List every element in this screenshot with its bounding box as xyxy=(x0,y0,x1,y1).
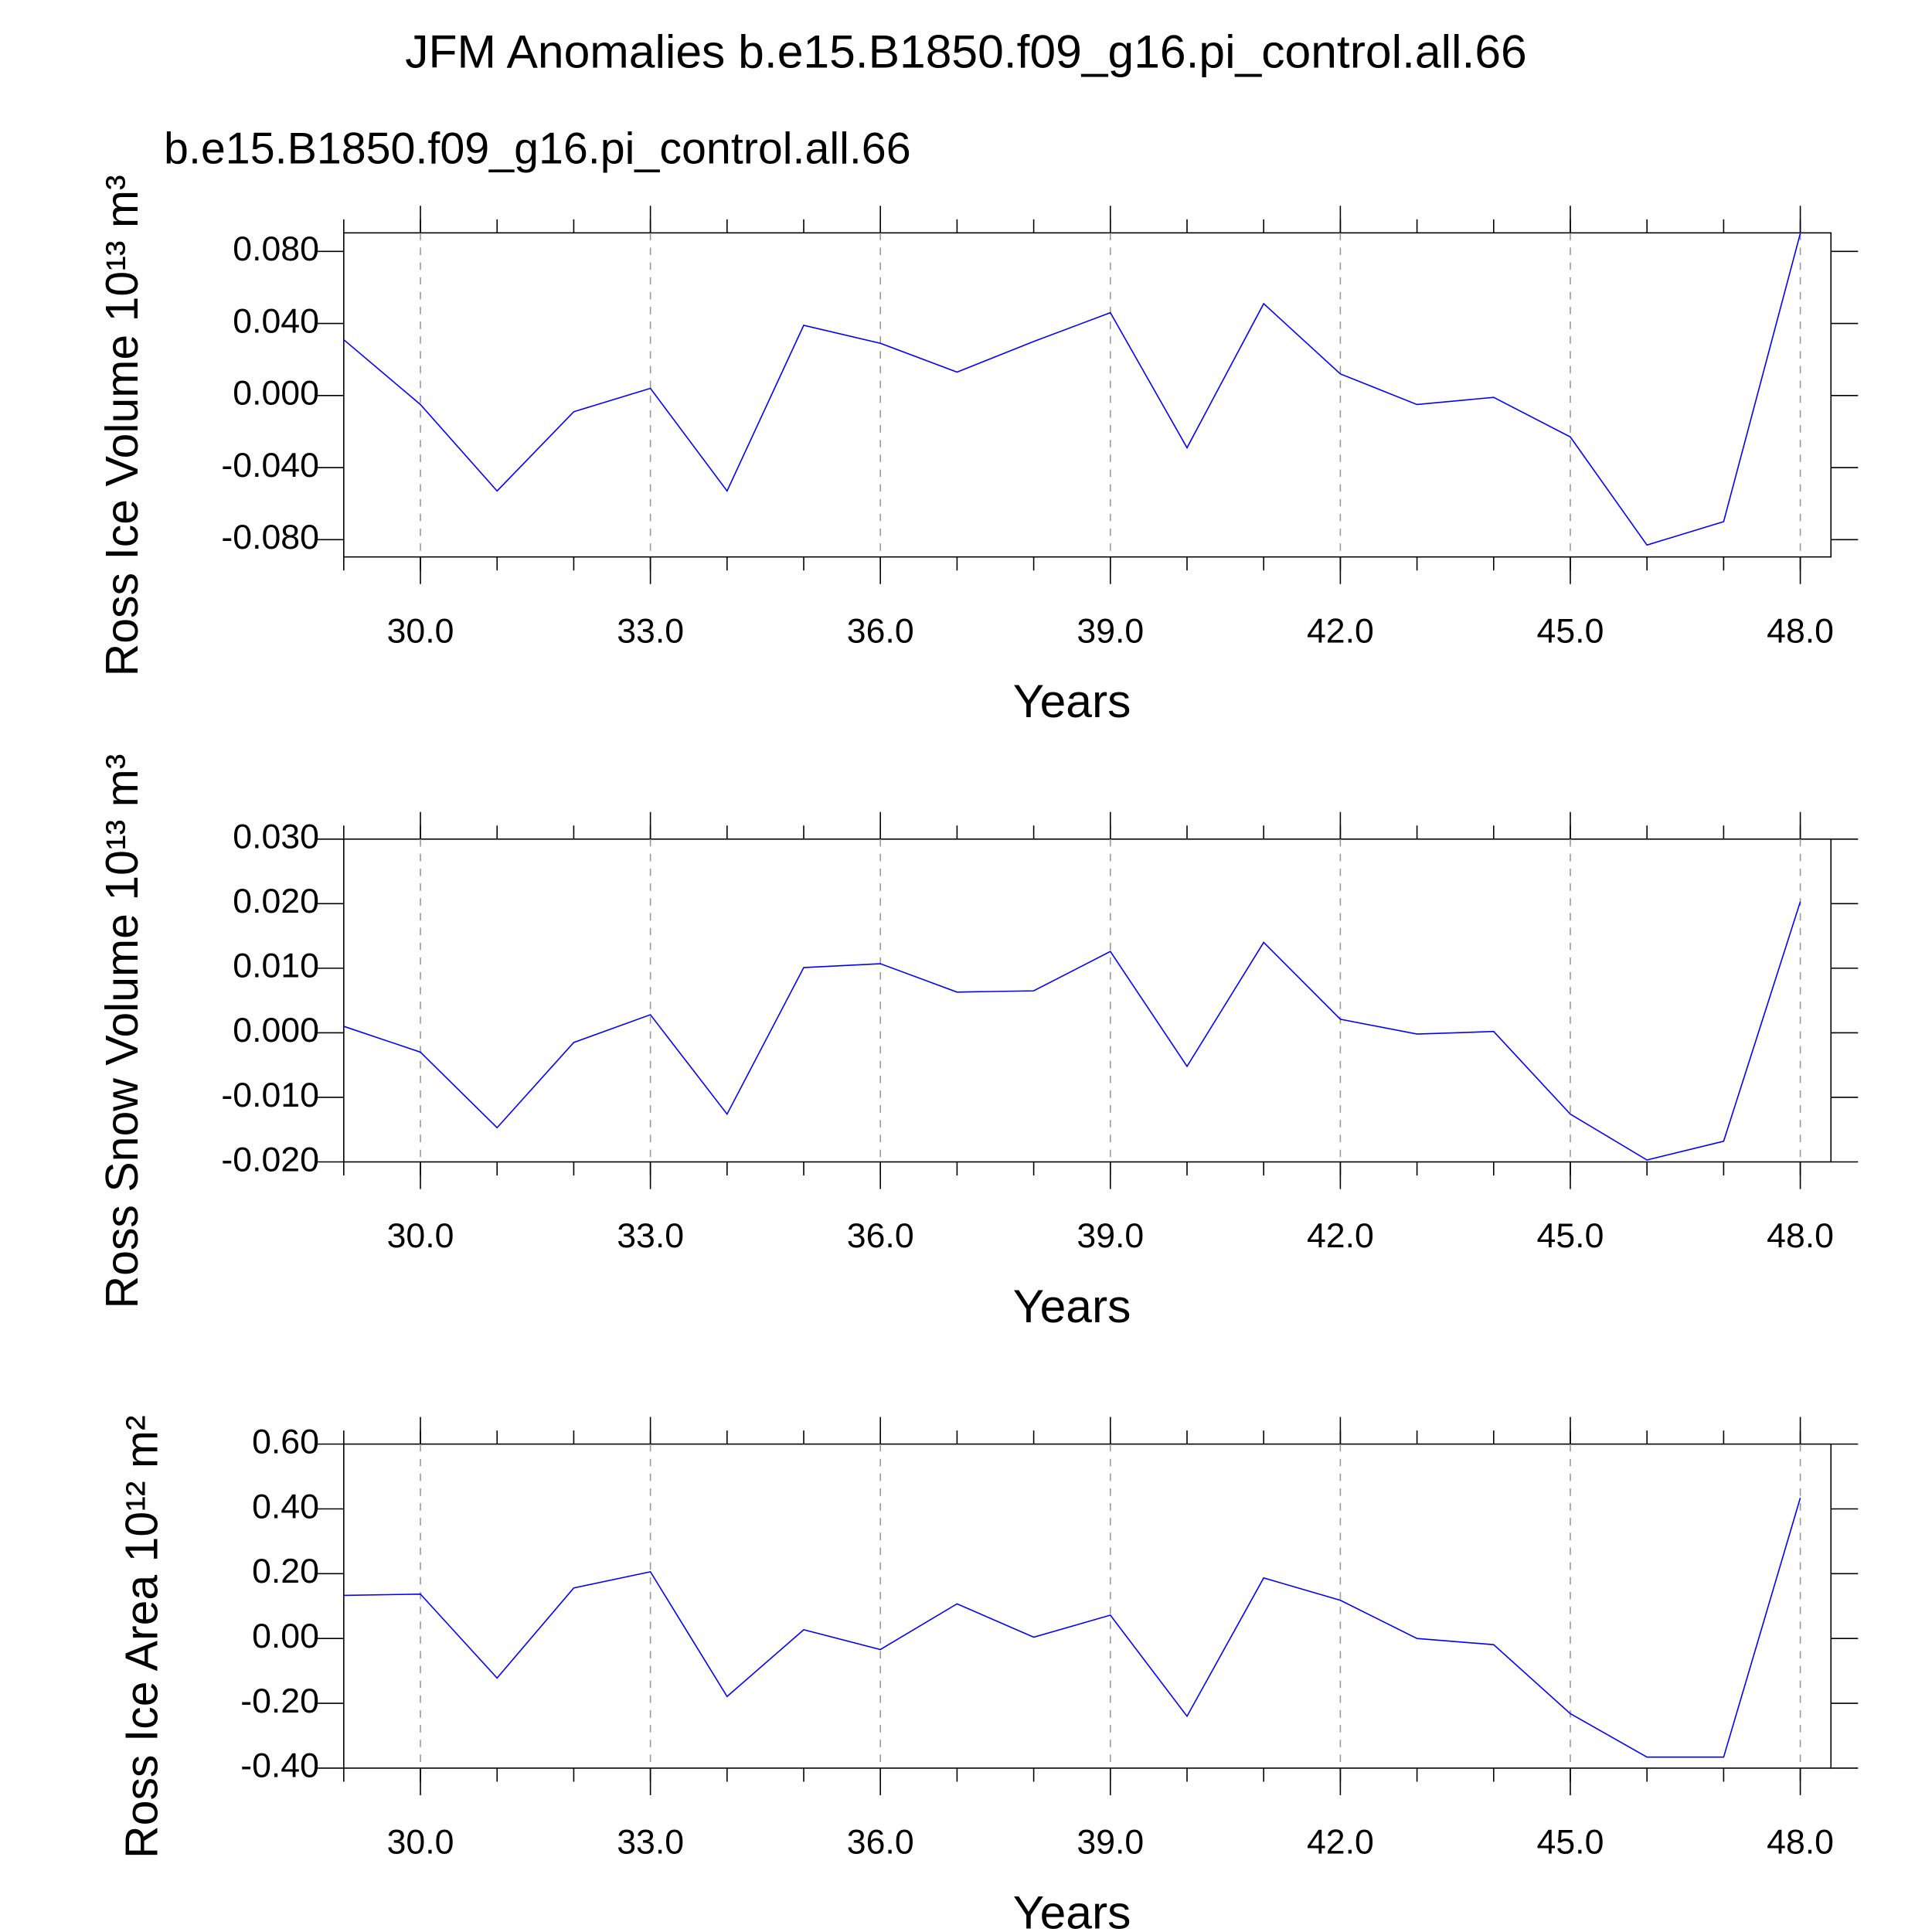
x-tick-label: 33.0 xyxy=(617,1824,684,1862)
chart-title: JFM Anomalies b.e15.B1850.f09_g16.pi_con… xyxy=(405,26,1526,78)
x-tick-label: 33.0 xyxy=(617,612,684,650)
x-tick-label: 39.0 xyxy=(1077,612,1144,650)
series-line xyxy=(343,1498,1801,1758)
y-tick-label: 0.000 xyxy=(233,1012,319,1049)
y-tick-label: 0.030 xyxy=(233,818,319,856)
plot-frame xyxy=(343,232,1832,558)
x-axis-label: Years xyxy=(1013,1280,1131,1332)
x-tick-label: 39.0 xyxy=(1077,1824,1144,1862)
series-line xyxy=(343,901,1801,1161)
y-tick-label: 0.00 xyxy=(252,1617,319,1655)
y-tick-label: 0.080 xyxy=(233,230,319,268)
y-tick-label: 0.020 xyxy=(233,883,319,920)
x-tick-label: 42.0 xyxy=(1307,612,1374,650)
y-tick-label: -0.20 xyxy=(240,1682,319,1720)
y-tick-label: -0.010 xyxy=(221,1077,319,1114)
y-axis-label: Ross Snow Volume 10¹³ m³ xyxy=(97,754,148,1309)
y-tick-label: 0.40 xyxy=(252,1488,319,1526)
y-tick-label: 0.040 xyxy=(233,302,319,340)
y-axis-label: Ross Ice Area 10¹² m² xyxy=(117,1415,168,1859)
x-tick-label: 45.0 xyxy=(1537,1217,1604,1255)
x-tick-label: 33.0 xyxy=(617,1217,684,1255)
x-axis-label: Years xyxy=(1013,675,1131,727)
y-tick-label: 0.010 xyxy=(233,947,319,985)
x-tick-label: 30.0 xyxy=(387,612,454,650)
x-tick-label: 36.0 xyxy=(847,1824,914,1862)
y-axis-label: Ross Ice Volume 10¹³ m³ xyxy=(97,175,148,676)
y-tick-label: -0.40 xyxy=(240,1747,319,1785)
y-tick-label: -0.080 xyxy=(221,519,319,556)
x-tick-label: 42.0 xyxy=(1307,1217,1374,1255)
x-tick-label: 45.0 xyxy=(1537,612,1604,650)
series-line xyxy=(343,233,1801,546)
x-axis-label: Years xyxy=(1013,1886,1131,1932)
x-tick-label: 48.0 xyxy=(1767,1824,1834,1862)
x-tick-label: 45.0 xyxy=(1537,1824,1604,1862)
legend-label: b.e15.B1850.f09_g16.pi_control.all.66 xyxy=(164,124,911,173)
y-tick-label: 0.000 xyxy=(233,375,319,413)
plot-frame xyxy=(343,838,1832,1163)
x-tick-label: 48.0 xyxy=(1767,612,1834,650)
x-tick-label: 39.0 xyxy=(1077,1217,1144,1255)
plot-frame xyxy=(343,1443,1832,1769)
x-tick-label: 36.0 xyxy=(847,1217,914,1255)
y-tick-label: 0.20 xyxy=(252,1553,319,1590)
x-tick-label: 48.0 xyxy=(1767,1217,1834,1255)
x-tick-label: 36.0 xyxy=(847,612,914,650)
x-tick-label: 30.0 xyxy=(387,1217,454,1255)
y-tick-label: 0.60 xyxy=(252,1423,319,1461)
y-tick-label: -0.020 xyxy=(221,1141,319,1179)
x-tick-label: 42.0 xyxy=(1307,1824,1374,1862)
x-tick-label: 30.0 xyxy=(387,1824,454,1862)
y-tick-label: -0.040 xyxy=(221,447,319,485)
